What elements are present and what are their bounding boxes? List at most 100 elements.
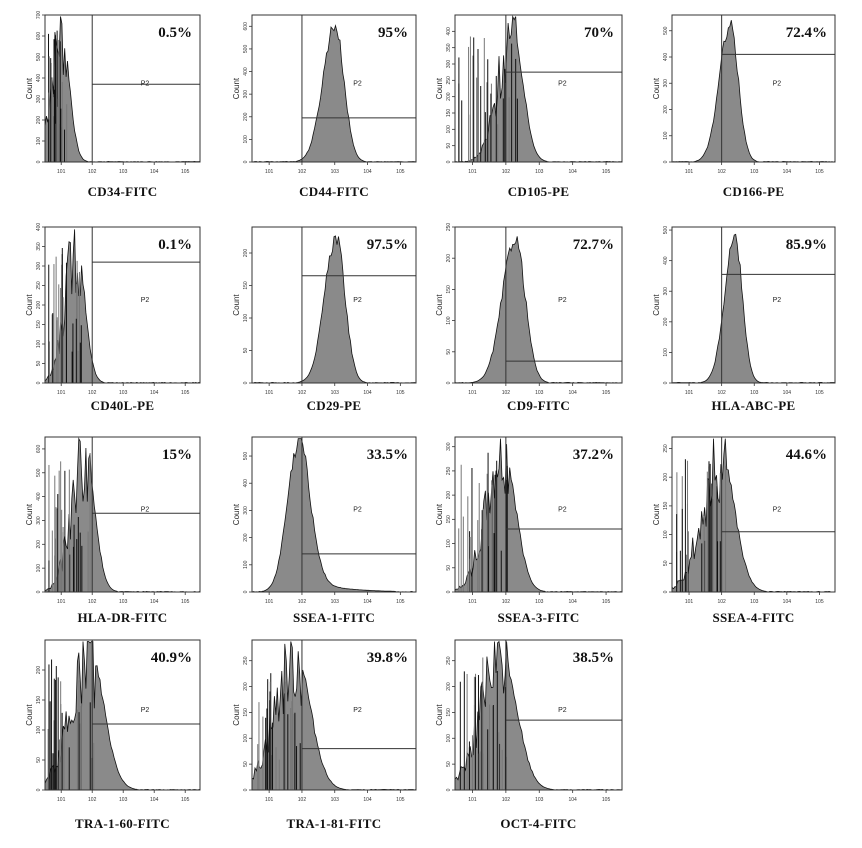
y-tick-label: 400 (36, 492, 42, 501)
y-tick-label: 250 (446, 223, 452, 232)
gate-label: P2 (353, 297, 362, 304)
x-tick-label: 105 (602, 169, 611, 175)
x-tick-label: 105 (396, 169, 405, 175)
x-tick-label: 104 (150, 599, 159, 605)
y-tick-label: 0 (446, 160, 452, 163)
gate-label: P2 (353, 506, 362, 513)
percent-label: 33.5% (367, 447, 408, 463)
x-axis-label: HLA-DR-FITC (78, 610, 168, 625)
y-tick-label: 400 (36, 223, 42, 232)
histogram-panel-cd34-fitc: P2 0.5% 0 100 200 300 400 500 600 700 Count 101 102 1… (25, 11, 201, 199)
plot-frame (44, 14, 201, 163)
x-tick-label: 103 (119, 169, 128, 175)
percent-label: 72.4% (786, 25, 827, 41)
x-tick-label: 101 (265, 797, 274, 803)
x-axis-label: TRA-1-60-FITC (75, 816, 170, 831)
y-tick-label: 300 (446, 60, 452, 69)
y-tick-label: 100 (663, 131, 669, 140)
x-axis-label: SSEA-1-FITC (293, 610, 375, 625)
x-tick-label: 102 (88, 390, 97, 396)
x-tick-label: 102 (88, 797, 97, 803)
y-tick-label: 100 (663, 530, 669, 539)
y-tick-label: 600 (36, 32, 42, 41)
y-tick-label: 150 (663, 501, 669, 510)
y-tick-label: 0 (243, 381, 249, 384)
y-tick-label: 0 (36, 788, 42, 791)
y-tick-label: 300 (36, 95, 42, 104)
y-tick-label: 200 (243, 682, 249, 691)
x-tick-label: 102 (88, 599, 97, 605)
x-tick-label: 103 (331, 169, 340, 175)
y-tick-label: 500 (663, 26, 669, 35)
y-tick-label: 100 (446, 125, 452, 134)
x-tick-label: 101 (265, 169, 274, 175)
percent-label: 37.2% (573, 447, 614, 463)
y-tick-label: 100 (446, 316, 452, 325)
percent-label: 40.9% (151, 650, 192, 666)
histogram-panel-hla-abc-pe: P2 85.9% 0 100 200 300 400 500 Count 101 102 103 104… (652, 226, 836, 413)
x-tick-label: 102 (298, 169, 307, 175)
y-tick-label: 150 (446, 515, 452, 524)
x-tick-label: 102 (88, 169, 97, 175)
x-tick-label: 102 (502, 169, 511, 175)
y-tick-label: 400 (663, 53, 669, 62)
x-tick-label: 105 (815, 169, 824, 175)
x-tick-label: 101 (468, 169, 477, 175)
y-tick-label: 50 (446, 761, 452, 767)
x-tick-label: 101 (685, 390, 694, 396)
y-tick-label: 100 (36, 137, 42, 146)
x-tick-label: 101 (468, 599, 477, 605)
x-axis-label: CD40L-PE (91, 398, 155, 413)
y-tick-label: 200 (446, 92, 452, 101)
y-tick-label: 400 (663, 256, 669, 265)
y-tick-label: 400 (36, 74, 42, 83)
y-axis-label: Count (25, 294, 34, 316)
y-tick-label: 100 (446, 539, 452, 548)
x-tick-label: 105 (815, 599, 824, 605)
x-tick-label: 104 (150, 390, 159, 396)
histogram-panel-cd105-pe: P2 70% 0 50 100 150 200 250 300 350 400 Count 101 102… (435, 14, 623, 199)
percent-label: 70% (584, 25, 614, 41)
x-tick-label: 104 (363, 169, 372, 175)
x-tick-label: 101 (57, 797, 66, 803)
histogram-panel-oct-4-fitc: P2 38.5% 0 50 100 150 200 250 Count 101 102 103 104 1… (435, 639, 623, 831)
histogram-area (251, 235, 417, 384)
y-tick-label: 0 (243, 590, 249, 593)
y-tick-label: 100 (446, 734, 452, 743)
x-tick-label: 103 (750, 390, 759, 396)
x-axis-label: OCT-4-FITC (500, 816, 576, 831)
plot-frame (671, 226, 836, 384)
y-tick-label: 100 (243, 734, 249, 743)
gate-label: P2 (141, 81, 150, 88)
y-tick-label: 200 (446, 682, 452, 691)
x-tick-label: 103 (535, 599, 544, 605)
histogram-panel-ssea-4-fitc: P2 44.6% 0 50 100 150 200 250 Count 101 102 103 104 1… (652, 436, 836, 625)
histogram-panel-hla-dr-fitc: P2 15% 0 100 200 300 400 500 600 Count 101 102 103 10… (25, 436, 201, 625)
x-tick-label: 103 (750, 169, 759, 175)
histogram-panel-tra-1-81-fitc: P2 39.8% 0 50 100 150 200 250 Count 101 102 103 104 1… (232, 639, 417, 831)
y-tick-label: 50 (36, 757, 42, 763)
y-tick-label: 500 (243, 45, 249, 54)
percent-label: 15% (162, 447, 192, 463)
y-tick-label: 50 (36, 361, 42, 367)
y-tick-label: 600 (36, 445, 42, 454)
percent-label: 0.5% (158, 25, 192, 41)
x-tick-label: 101 (57, 169, 66, 175)
x-tick-label: 102 (298, 390, 307, 396)
x-tick-label: 103 (119, 390, 128, 396)
gate-label: P2 (773, 81, 782, 88)
x-tick-label: 104 (363, 599, 372, 605)
x-tick-label: 103 (750, 599, 759, 605)
y-tick-label: 100 (663, 348, 669, 357)
y-tick-label: 500 (36, 468, 42, 477)
percent-label: 39.8% (367, 650, 408, 666)
x-axis-label: CD105-PE (508, 184, 570, 199)
y-tick-label: 200 (446, 254, 452, 263)
y-tick-label: 150 (446, 285, 452, 294)
x-axis-label: CD29-PE (307, 398, 362, 413)
y-tick-label: 200 (243, 249, 249, 258)
y-tick-label: 50 (663, 560, 669, 566)
y-axis-label: Count (435, 704, 444, 726)
x-axis-label: SSEA-4-FITC (712, 610, 794, 625)
gate-label: P2 (558, 297, 567, 304)
